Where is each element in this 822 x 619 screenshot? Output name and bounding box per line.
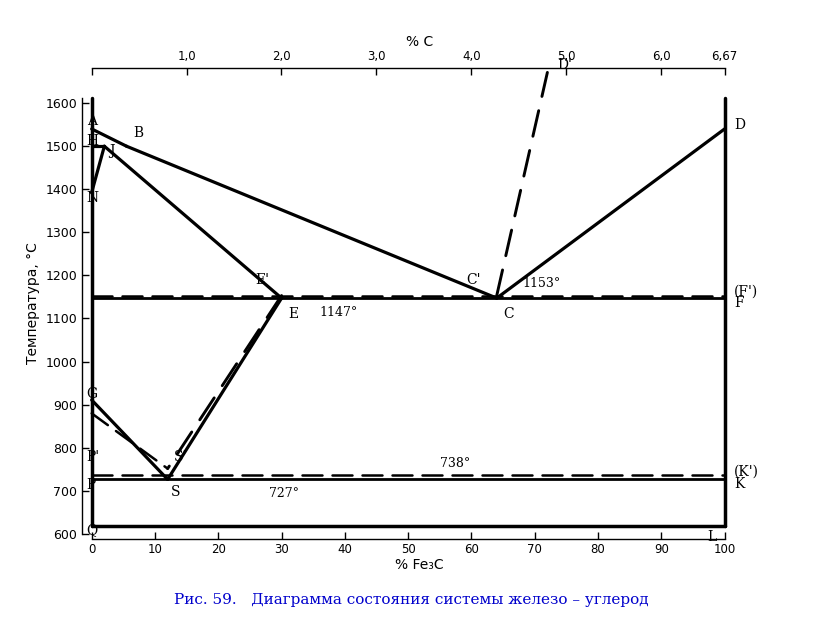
Text: Рис. 59.   Диаграмма состояния системы железо – углерод: Рис. 59. Диаграмма состояния системы жел… (173, 592, 649, 607)
Text: H: H (86, 134, 99, 149)
Text: A: A (86, 114, 97, 128)
Text: P: P (86, 478, 96, 491)
Text: G: G (86, 387, 98, 401)
Text: L: L (707, 530, 717, 544)
Text: E': E' (255, 273, 269, 287)
Text: F: F (734, 296, 744, 310)
Text: 738°: 738° (440, 457, 470, 470)
X-axis label: % Fe₃C: % Fe₃C (395, 558, 444, 573)
Text: 1153°: 1153° (522, 277, 561, 290)
Text: P': P' (86, 450, 99, 464)
X-axis label: % C: % C (405, 35, 433, 49)
Text: N: N (86, 191, 99, 204)
Text: D: D (734, 118, 745, 132)
Text: J: J (109, 144, 115, 158)
Text: Q: Q (86, 523, 98, 537)
Text: (F'): (F') (734, 284, 759, 298)
Text: 727°: 727° (269, 487, 299, 500)
Text: S: S (171, 485, 180, 499)
Text: B: B (133, 126, 143, 140)
Text: E: E (288, 307, 298, 321)
Y-axis label: Температура, °C: Температура, °C (26, 243, 40, 364)
Text: S': S' (174, 450, 187, 464)
Text: K: K (734, 477, 745, 491)
Text: (K'): (K') (734, 465, 759, 478)
Text: C: C (503, 307, 514, 321)
Text: D': D' (556, 58, 572, 72)
Text: C': C' (466, 274, 481, 287)
Text: 1147°: 1147° (320, 306, 358, 319)
